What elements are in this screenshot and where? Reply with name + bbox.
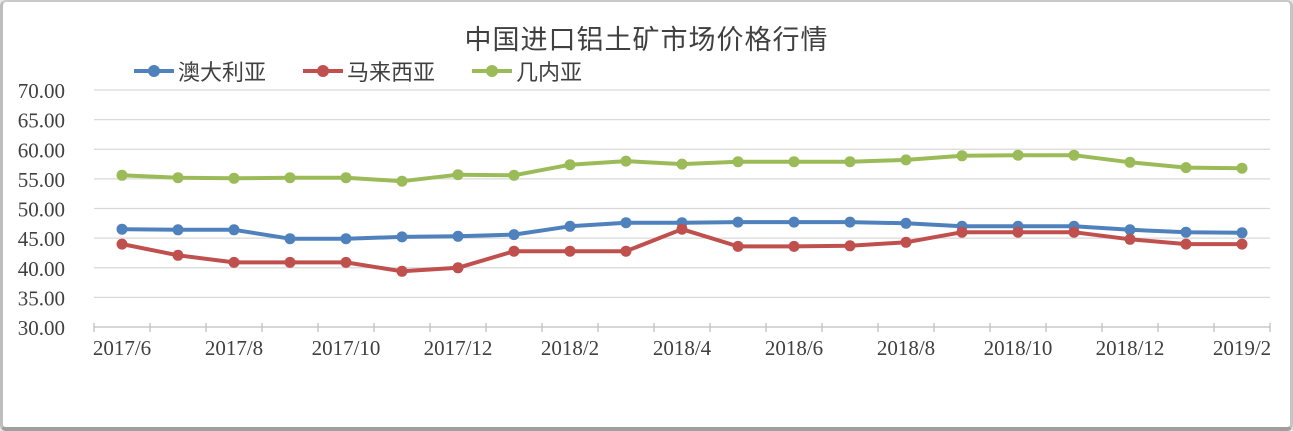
y-axis-tick-label: 45.00	[18, 227, 65, 251]
data-point-marker	[676, 158, 688, 170]
data-point-marker	[228, 224, 240, 236]
legend-label: 几内亚	[516, 60, 583, 85]
x-axis-tick-label: 2018/10	[984, 336, 1053, 360]
data-point-marker	[564, 159, 576, 171]
data-point-marker	[956, 150, 968, 162]
legend-item-australia: 澳大利亚	[133, 55, 266, 87]
x-axis-tick-label: 2018/6	[765, 336, 823, 360]
data-point-marker	[1180, 226, 1192, 238]
data-point-marker	[732, 216, 744, 228]
legend-line-dot-marker	[472, 65, 513, 77]
legend-label: 澳大利亚	[178, 60, 267, 85]
data-point-marker	[1068, 226, 1080, 238]
data-point-marker	[396, 231, 408, 243]
data-point-marker	[228, 256, 240, 268]
data-point-marker	[1236, 238, 1248, 250]
data-point-marker	[452, 230, 464, 242]
legend-item-guinea: 几内亚	[471, 55, 582, 87]
data-point-marker	[340, 256, 352, 268]
x-axis-tick-label: 2018/2	[541, 336, 599, 360]
data-point-marker	[788, 156, 800, 168]
y-axis-tick-label: 50.00	[18, 198, 65, 222]
data-point-marker	[1124, 224, 1136, 236]
data-point-marker	[508, 169, 520, 181]
data-point-marker	[340, 233, 352, 245]
data-point-marker	[900, 217, 912, 229]
x-axis-tick-label: 2018/12	[1096, 336, 1165, 360]
data-point-marker	[508, 229, 520, 241]
data-point-marker	[844, 216, 856, 228]
data-point-marker	[172, 249, 184, 261]
y-axis-tick-label: 30.00	[18, 316, 65, 340]
data-point-marker	[620, 155, 632, 167]
data-point-marker	[788, 216, 800, 228]
legend-label: 马来西亚	[347, 60, 436, 85]
data-point-marker	[956, 226, 968, 238]
data-point-marker	[620, 217, 632, 229]
chart-legend: 澳大利亚 马来西亚 几内亚	[133, 55, 582, 87]
data-point-marker	[1012, 226, 1024, 238]
data-point-marker	[508, 245, 520, 257]
data-point-marker	[844, 240, 856, 252]
data-point-marker	[1124, 233, 1136, 245]
data-point-marker	[676, 223, 688, 235]
x-axis-tick-label: 2018/8	[877, 336, 935, 360]
data-point-marker	[620, 245, 632, 257]
x-axis-tick-label: 2017/8	[205, 336, 263, 360]
data-point-marker	[1180, 162, 1192, 174]
data-point-marker	[116, 223, 128, 235]
y-axis-tick-label: 65.00	[18, 109, 65, 133]
x-axis-tick-label: 2017/6	[93, 336, 151, 360]
y-axis-tick-label: 60.00	[18, 138, 65, 162]
data-point-marker	[172, 224, 184, 236]
data-point-marker	[228, 172, 240, 184]
data-point-marker	[340, 172, 352, 184]
data-point-marker	[396, 175, 408, 187]
data-point-marker	[1236, 162, 1248, 174]
x-axis-tick-label: 2017/12	[424, 336, 493, 360]
data-point-marker	[116, 238, 128, 250]
data-point-marker	[452, 169, 464, 181]
data-point-marker	[1012, 149, 1024, 161]
data-point-marker	[116, 169, 128, 181]
data-point-marker	[900, 236, 912, 248]
data-point-marker	[1068, 149, 1080, 161]
data-point-marker	[732, 240, 744, 252]
data-point-marker	[172, 172, 184, 184]
data-point-marker	[1236, 227, 1248, 239]
legend-line-dot-marker	[134, 65, 174, 77]
y-axis-tick-label: 35.00	[18, 286, 65, 310]
data-point-marker	[900, 154, 912, 166]
data-point-marker	[564, 245, 576, 257]
data-point-marker	[284, 172, 296, 184]
data-point-marker	[452, 262, 464, 274]
x-axis-tick-label: 2017/10	[312, 336, 381, 360]
data-point-marker	[284, 233, 296, 245]
data-point-marker	[1124, 156, 1136, 168]
y-axis-tick-label: 55.00	[18, 168, 65, 192]
chart-title: 中国进口铝土矿市场价格行情	[464, 25, 829, 55]
data-point-marker	[284, 256, 296, 268]
data-point-marker	[844, 156, 856, 168]
data-point-marker	[732, 156, 744, 168]
x-axis-tick-label: 2018/4	[653, 336, 712, 360]
data-point-marker	[1180, 238, 1192, 250]
data-point-marker	[396, 265, 408, 277]
x-axis-tick-label: 2019/2	[1213, 336, 1271, 360]
data-point-marker	[564, 220, 576, 232]
data-point-marker	[788, 240, 800, 252]
line-chart-plot: 70.00 65.00 60.00 55.00 50.00 45.00 40.00 35.00…	[18, 79, 1271, 360]
y-axis-tick-label: 70.00	[18, 79, 65, 103]
y-axis-tick-label: 40.00	[18, 257, 65, 281]
legend-line-dot-marker	[303, 65, 344, 77]
legend-item-malaysia: 马来西亚	[302, 55, 435, 87]
